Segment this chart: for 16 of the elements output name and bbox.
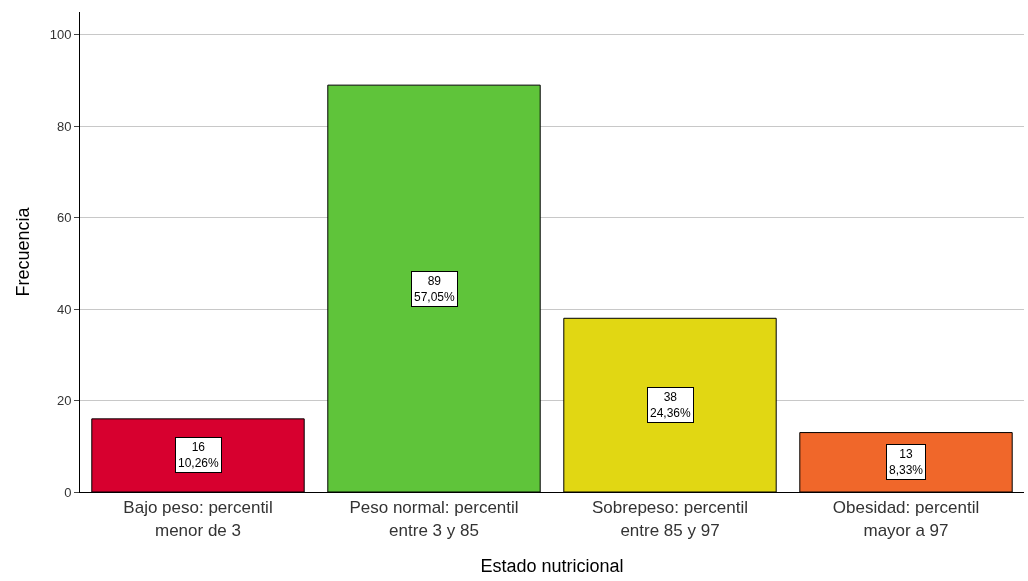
x-tick-label: Peso normal: percentil entre 3 y 85 — [349, 498, 519, 540]
data-label: 38 24,36% — [650, 390, 692, 420]
x-axis-title: Estado nutricional — [480, 555, 624, 576]
x-tick-label: Bajo peso: percentil menor de 3 — [123, 498, 273, 540]
y-axis-title: Frecuencia — [12, 206, 33, 297]
data-label: 89 57,05% — [414, 274, 456, 304]
y-tick-label: 100 — [49, 27, 72, 43]
x-tick-label: Obesidad: percentil mayor a 97 — [832, 498, 980, 540]
y-tick-label: 60 — [56, 210, 72, 226]
data-label: 13 8,33% — [889, 447, 924, 477]
data-label: 16 10,26% — [178, 440, 220, 470]
y-tick-label: 20 — [56, 393, 72, 409]
x-tick-label: Sobrepeso: percentil entre 85 y 97 — [592, 498, 748, 540]
y-tick-label: 40 — [56, 301, 72, 317]
y-tick-label: 0 — [64, 484, 72, 500]
y-tick-label: 80 — [56, 118, 72, 134]
